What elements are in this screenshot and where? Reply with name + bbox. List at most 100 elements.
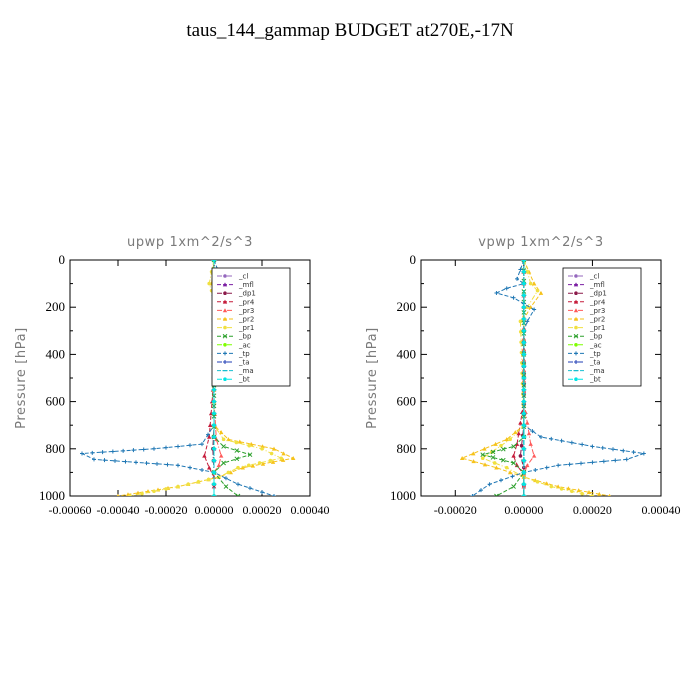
y-tick-label: 0 (410, 252, 417, 267)
chart-title: upwp 1xm^2/s^3 (127, 235, 253, 250)
series-point_tp (165, 462, 170, 467)
series-point_pr1 (580, 491, 584, 496)
series-point_bt (522, 317, 526, 321)
series-point_tp (487, 482, 492, 487)
series-point_pr1 (206, 477, 211, 482)
series-point_bt (522, 458, 526, 463)
series-point_tp (110, 449, 115, 454)
series-point_bp (480, 452, 486, 458)
series-point_bp (500, 457, 506, 463)
series-point_pr2 (116, 493, 120, 496)
series-point_pr1 (196, 480, 201, 484)
series-point_pr4 (211, 484, 217, 489)
series-point_bt (212, 411, 216, 416)
series-point_pr1 (269, 451, 274, 456)
series-point_tp (224, 476, 228, 481)
y-tick-label: 200 (46, 299, 66, 314)
series-point_tp (121, 448, 126, 453)
series-point_pr1 (508, 437, 512, 442)
series-point_pr1 (207, 281, 211, 286)
legend-marker (222, 282, 228, 287)
series-point_tp (141, 447, 146, 452)
series-point_tp (533, 468, 538, 473)
series-point_tp (113, 458, 117, 463)
series-point_pr1 (504, 465, 509, 470)
series-point_tp (518, 267, 523, 272)
legend-marker (223, 351, 227, 356)
series-point_pr2 (280, 457, 286, 462)
series-point_bt (522, 329, 526, 333)
series-point_pr2 (250, 463, 256, 468)
legend-marker (574, 351, 578, 356)
series-point_bt (212, 435, 216, 439)
legend-label: _ta (238, 359, 250, 367)
legend-label: _pr4 (589, 298, 606, 306)
series-group (459, 260, 646, 496)
legend: _cl_mfl_dp1_pr4_pr3_pr2_pr1_bp_ac_tp_ta_… (211, 267, 291, 387)
series-point_pr3 (531, 453, 537, 458)
y-tick-label: 1000 (39, 488, 65, 503)
legend-label: _ta (589, 359, 601, 367)
legend-marker (573, 333, 579, 339)
series-point_tp (556, 463, 561, 468)
series-point_pr2 (291, 456, 296, 461)
series-point_bp (221, 460, 226, 466)
series-point_pr1 (570, 489, 574, 494)
series-point_pr1 (535, 480, 540, 484)
series-point_tp (155, 461, 159, 466)
series-point_pr3 (521, 484, 527, 489)
legend-label: _dp1 (589, 290, 607, 298)
y-tick-label: 600 (397, 394, 417, 409)
series-point_bt (212, 482, 216, 487)
series-point_pr3 (525, 463, 530, 468)
series-point_bt (522, 270, 526, 274)
series-point_pr1 (176, 484, 180, 489)
series-point_pr2 (482, 446, 487, 451)
series-point_tp (144, 461, 149, 466)
series-point_pr1 (549, 484, 554, 489)
series-point_dp1 (519, 443, 524, 448)
series-point_pr2 (608, 493, 611, 496)
series-point_tp (260, 490, 264, 495)
x-tick-label: 0.00000 (195, 503, 234, 517)
series-point_bt (212, 494, 216, 496)
legend-label: _tp (238, 350, 250, 358)
series-point_tp (641, 451, 646, 456)
series-point_pr3 (526, 431, 532, 436)
x-tick-label: 0.00020 (243, 503, 282, 517)
legend-label: _pr1 (589, 324, 605, 332)
series-point_tp (530, 429, 535, 434)
series-point_pr2 (237, 439, 242, 444)
x-tick-label: -0.00040 (97, 503, 140, 517)
series-point_bp (235, 493, 241, 496)
series-point_tp (621, 448, 626, 453)
legend-label: _ac (238, 341, 251, 349)
series-point_pr3 (216, 463, 221, 468)
series-point_tp (80, 451, 84, 456)
series-point_tp (236, 482, 240, 487)
series-point_pr2 (459, 456, 465, 461)
series-point_bp (247, 452, 253, 458)
series-point_tp (176, 444, 180, 449)
series-point_tp (248, 486, 252, 491)
legend-marker (574, 325, 578, 330)
legend-marker (223, 274, 227, 278)
series-point_bp (490, 455, 496, 460)
legend-marker (574, 274, 578, 278)
series-point_bt (522, 482, 526, 487)
series-point_bp (211, 260, 217, 263)
series-point_pr4 (511, 453, 516, 458)
x-tick-label: 0.00000 (504, 503, 543, 517)
series-point_tp (499, 478, 503, 483)
series-point_pr2 (555, 484, 561, 489)
series-point_bp (221, 444, 226, 449)
series-point_tp (152, 446, 156, 451)
series-point_bt (522, 340, 526, 345)
y-tick-label: 0 (59, 252, 66, 267)
legend-marker (574, 343, 578, 347)
series-point_tp (164, 445, 168, 450)
legend-marker (223, 343, 227, 347)
legend-marker (574, 291, 578, 296)
series-point_tp (590, 444, 595, 449)
legend-label: _bt (238, 376, 250, 384)
